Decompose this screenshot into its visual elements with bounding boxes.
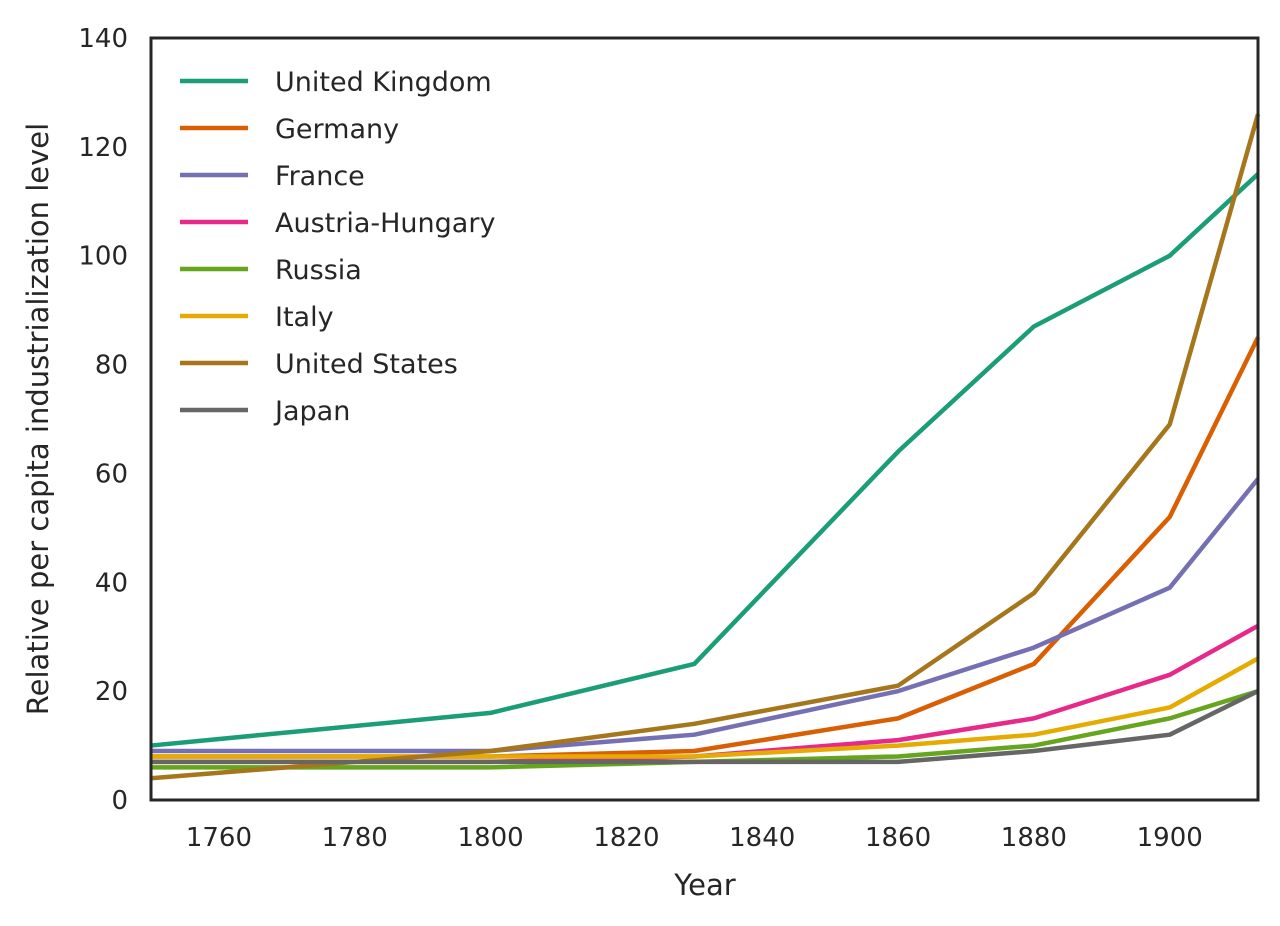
legend-entry: Germany (180, 114, 399, 145)
series-line-italy (151, 656, 1260, 759)
x-axis-label: Year (673, 868, 735, 902)
y-tick-label: 140 (78, 24, 128, 54)
legend-label: Japan (273, 396, 350, 427)
legend-entry: United States (180, 349, 458, 380)
series-line-japan (151, 689, 1259, 765)
x-tick-label: 1880 (1001, 823, 1067, 853)
x-tick-label: 1820 (593, 823, 659, 853)
legend-label: Russia (275, 255, 362, 286)
y-axis-label: Relative per capita industrialization le… (21, 123, 55, 715)
legend-label: France (275, 161, 365, 192)
legend-entry: Austria-Hungary (180, 208, 495, 239)
legend-label: United Kingdom (275, 67, 492, 98)
y-tick-label: 80 (95, 351, 128, 381)
legend: United Kingdom Germany France Austria-Hunga… (180, 67, 495, 427)
series-line-united-states (150, 113, 1261, 781)
y-tick-label: 20 (95, 677, 128, 707)
legend-entry: Italy (180, 302, 334, 333)
x-tick-label: 1860 (865, 823, 931, 853)
series-line-united-kingdom (150, 172, 1260, 748)
legend-entry: Japan (180, 396, 350, 427)
y-tick-label: 120 (78, 133, 128, 163)
y-tick-label: 60 (95, 459, 128, 489)
legend-label: Austria-Hungary (275, 208, 495, 239)
x-tick-label: 1840 (729, 823, 795, 853)
x-tick-label: 1760 (186, 823, 252, 853)
y-tick-label: 100 (78, 242, 128, 272)
plot-frame (149, 36, 1260, 802)
legend-label: United States (275, 349, 458, 380)
legend-entry: France (180, 161, 365, 192)
legend-entry: Russia (180, 255, 362, 286)
series-line-russia (151, 688, 1259, 770)
legend-label: Germany (275, 114, 399, 145)
series-line-austria-hungary (151, 623, 1260, 765)
legend-label: Italy (275, 302, 334, 333)
x-tick-label: 1900 (1137, 823, 1203, 853)
x-tick-label: 1800 (457, 823, 523, 853)
x-tick-label: 1780 (322, 823, 388, 853)
legend-entry: United Kingdom (180, 67, 492, 98)
y-tick-label: 40 (95, 568, 128, 598)
y-tick-label: 0 (111, 786, 128, 816)
